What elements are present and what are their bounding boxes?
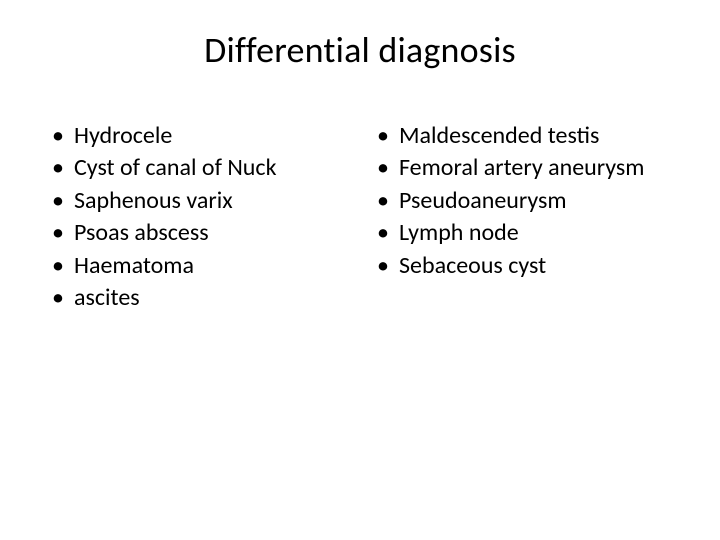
left-column: •Hydrocele •Cyst of canal of Nuck •Saphe… [50, 120, 345, 314]
list-item: •Pseudoaneurysm [375, 185, 670, 217]
list-item-text: Femoral artery aneurysm [399, 152, 670, 184]
list-item: •Hydrocele [50, 120, 345, 152]
list-item: •Saphenous varix [50, 185, 345, 217]
list-item-text: Cyst of canal of Nuck [74, 152, 345, 184]
bullet-icon: • [50, 282, 74, 314]
list-item-text: Hydrocele [74, 120, 345, 152]
bullet-icon: • [375, 185, 399, 217]
list-item: •Maldescended testis [375, 120, 670, 152]
list-item-text: ascites [74, 282, 345, 314]
list-item-text: Pseudoaneurysm [399, 185, 670, 217]
bullet-icon: • [375, 250, 399, 282]
list-item: •Femoral artery aneurysm [375, 152, 670, 184]
list-item-text: Sebaceous cyst [399, 250, 670, 282]
slide-title: Differential diagnosis [50, 28, 670, 72]
list-item: •Sebaceous cyst [375, 250, 670, 282]
list-item: •Lymph node [375, 217, 670, 249]
list-item: •Psoas abscess [50, 217, 345, 249]
list-item: •Cyst of canal of Nuck [50, 152, 345, 184]
list-item-text: Haematoma [74, 250, 345, 282]
list-item: •ascites [50, 282, 345, 314]
bullet-icon: • [50, 152, 74, 184]
list-item-text: Maldescended testis [399, 120, 670, 152]
bullet-icon: • [375, 120, 399, 152]
list-item-text: Psoas abscess [74, 217, 345, 249]
content-columns: •Hydrocele •Cyst of canal of Nuck •Saphe… [50, 120, 670, 314]
right-list: •Maldescended testis •Femoral artery ane… [375, 120, 670, 282]
list-item-text: Lymph node [399, 217, 670, 249]
bullet-icon: • [50, 185, 74, 217]
bullet-icon: • [50, 120, 74, 152]
right-column: •Maldescended testis •Femoral artery ane… [375, 120, 670, 314]
left-list: •Hydrocele •Cyst of canal of Nuck •Saphe… [50, 120, 345, 314]
bullet-icon: • [375, 217, 399, 249]
slide: Differential diagnosis •Hydrocele •Cyst … [0, 0, 720, 540]
list-item-text: Saphenous varix [74, 185, 345, 217]
bullet-icon: • [50, 217, 74, 249]
list-item: •Haematoma [50, 250, 345, 282]
bullet-icon: • [375, 152, 399, 184]
bullet-icon: • [50, 250, 74, 282]
